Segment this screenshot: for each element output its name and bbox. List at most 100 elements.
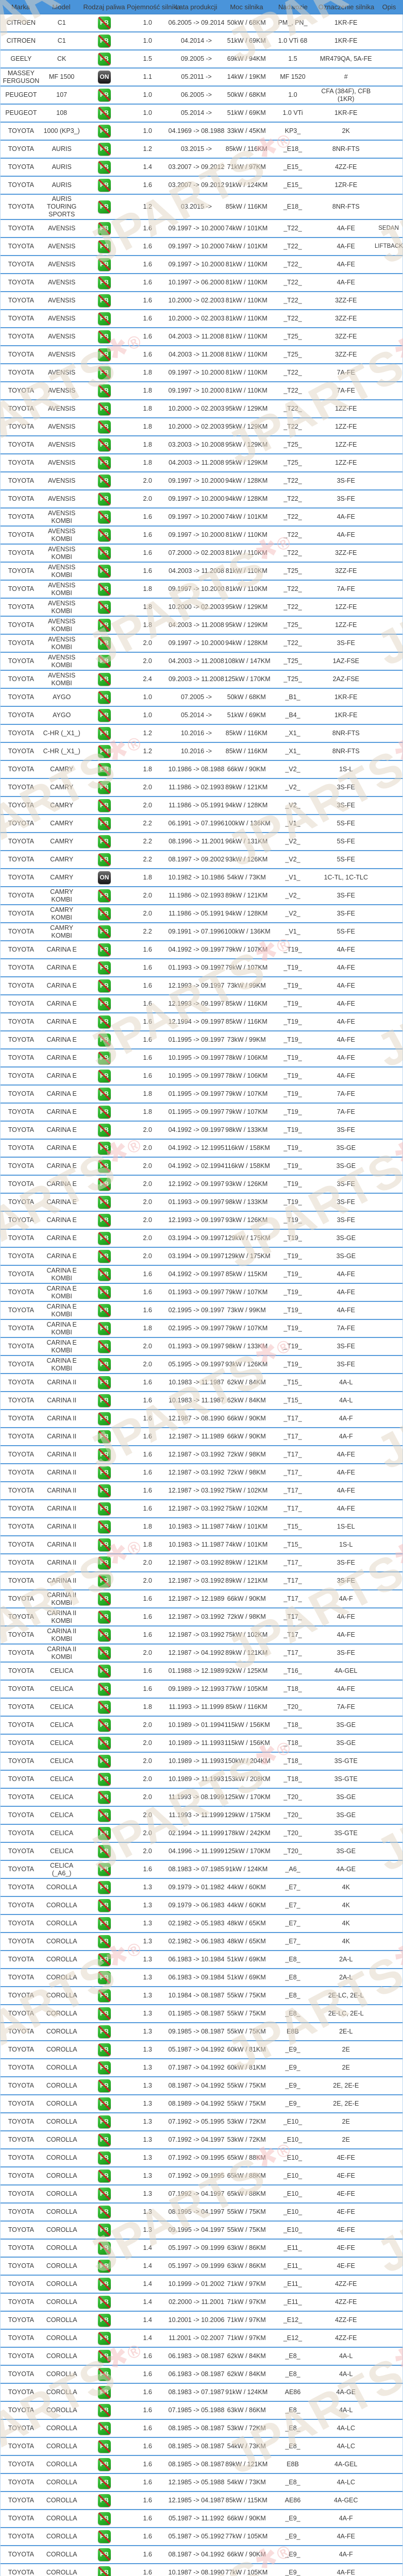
table-row: TOYOTA COROLLA PB 1.3 07.1987 -> 04.1992 60kW… [1,2059,402,2077]
table-row: TOYOTA COROLLA PB 1.3 01.1985 -> 08.1987 55kW… [1,2005,402,2023]
fuel-pb-icon: PB [97,1232,111,1245]
fuel-pb-icon: PB [97,1340,111,1353]
cell-model: CARINA E [46,1000,77,1007]
cell-paliwo: PB [82,511,127,523]
cell-paliwo: PB [82,2061,127,2074]
fuel-pb-icon: PB [97,1106,111,1118]
table-row: TOYOTA COROLLA PB 1.6 12.1985 -> 05.1988 54kW… [1,2474,402,2492]
fuel-pb-icon: PB [97,529,111,541]
fuel-pb-icon: PB [97,384,111,397]
cell-nadwozie: _X1_ [285,730,300,737]
cell-model: CELICA [50,1793,74,1801]
cell-pojemnosc: 2.0 [143,657,152,665]
fuel-pb-icon: PB [97,179,111,192]
fuel-pb-icon: PB [97,2007,111,2020]
fuel-pb-icon: PB [97,2242,111,2255]
cell-marka: TOYOTA [8,1811,34,1819]
cell-nadwozie: _T22_ [283,387,302,394]
cell-marka: TOYOTA [8,1018,35,1025]
cell-nadwozie: _T22_ [283,513,302,520]
cell-silnik: 3S-GTE [334,1775,358,1783]
cell-silnik: 4E-FE [337,2244,355,2251]
cell-model: CELICA [50,1703,74,1710]
cell-moc: 14kW / 19KM [227,73,266,80]
cell-paliwo: PB [82,2458,127,2471]
fuel-pb-icon: PB [97,366,111,379]
cell-model: CARINA E [46,1072,77,1079]
table-row: TOYOTA COROLLA PB 1.6 05.1987 -> 11.1992 66kW… [1,2510,402,2528]
cell-nadwozie: _T19_ [283,1289,302,1296]
cell-moc: 71kW / 97KM [227,2316,266,2324]
cell-marka: TOYOTA [8,1451,35,1458]
cell-nadwozie: _T19_ [283,964,302,971]
table-row: CITROEN C1 PB 1.0 06.2005 -> 09.2014 50kW / 6… [1,14,402,32]
cell-model: COROLLA [46,1956,77,1963]
cell-paliwo: PB [82,1033,127,1046]
fuel-pb-icon: PB [97,2025,111,2038]
cell-silnik: 1ZZ-FE [335,441,357,448]
cell-model: CARINA II [47,1487,77,1494]
cell-pojemnosc: 2.0 [143,1721,152,1728]
cell-model: AVENSIS [48,459,76,466]
cell-lata: 12.1993 -> 09.1997 [168,982,225,989]
cell-paliwo: PB [82,294,127,307]
table-row: TOYOTA AVENSIS PB 1.8 09.1997 -> 10.2000 81kW… [1,382,402,400]
fuel-pb-icon: PB [97,691,111,704]
table-row: TOYOTA CARINA E PB 2.0 04.1992 -> 12.1995 116… [1,1140,402,1158]
cell-marka: MASSEY FERGUSON [3,69,40,84]
cell-marka: TOYOTA [8,1703,35,1710]
cell-silnik: 3S-FE [337,1180,355,1188]
cell-marka: TOYOTA [8,1289,35,1296]
cell-paliwo: PB [82,330,127,343]
cell-pojemnosc: 1.8 [143,369,152,376]
cell-silnik: 3S-GE [336,1162,356,1170]
cell-marka: TOYOTA [8,243,35,250]
cell-pojemnosc: 1.6 [143,279,152,286]
cell-silnik: 3S-FE [337,1559,355,1566]
cell-marka: PEUGEOT [5,109,37,116]
cell-nadwozie: _T19_ [283,1144,302,1151]
cell-silnik: 4K [342,1902,350,1909]
cell-paliwo: PB [82,907,127,920]
cell-silnik: 4A-L [339,2370,353,2378]
cell-model: CAMRY [50,838,74,845]
fuel-pb-icon: PB [97,2440,111,2453]
cell-paliwo: PB [82,1340,127,1353]
table-row: TOYOTA AVENSIS PB 1.8 10.2000 -> 02.2003 95kW… [1,418,402,436]
cell-model: CARINA E [46,1234,77,1242]
fuel-pb-icon: PB [97,673,111,686]
cell-model: AVENSIS [48,387,76,394]
cell-pojemnosc: 1.8 [143,874,152,881]
cell-pojemnosc: 1.6 [143,1433,152,1440]
cell-model: CARINA E KOMBI [46,1320,77,1336]
table-row: TOYOTA AVENSIS KOMBI PB 1.6 09.1997 -> 10.20… [1,527,402,545]
cell-marka: TOYOTA [8,2118,35,2125]
cell-model: AVENSIS KOMBI [48,653,76,669]
cell-paliwo: PB [82,143,127,156]
fuel-pb-icon: PB [97,1773,111,1786]
cell-moc: 73kW / 99KM [227,982,266,989]
cell-paliwo: PB [82,637,127,650]
cell-lata: 05.1987 -> 05.1992 [168,2533,225,2540]
cell-silnik: 3ZZ-FE [335,315,357,322]
table-row: TOYOTA CARINA E PB 2.0 12.1992 -> 09.1997 93k… [1,1176,402,1194]
cell-marka: TOYOTA [8,1739,34,1747]
cell-moc: 81kW / 110KM [225,531,267,538]
cell-moc: 98kW / 133KM [225,1198,268,1206]
fuel-pb-icon: PB [97,1574,111,1587]
cell-paliwo: PB [82,1899,127,1912]
cell-model: C1 [57,19,66,26]
cell-moc: 77kW / 105KM [225,1685,268,1692]
table-row: TOYOTA CELICA PB 2.0 10.1989 -> 11.1993 153kW… [1,1771,402,1789]
cell-lata: 08.1997 -> 09.2002 [168,856,225,863]
cell-model: COROLLA [46,2046,77,2053]
cell-moc: 74kW / 101KM [225,513,268,520]
cell-marka: TOYOTA [8,1505,35,1512]
cell-nadwozie: AE86 [284,2497,301,2504]
cell-silnik: 2E [342,2046,350,2053]
cell-marka: TOYOTA [8,2388,35,2396]
cell-silnik: 2E [342,2118,350,2125]
table-row: TOYOTA CAMRY KOMBI PB 2.0 11.1986 -> 02.1993… [1,887,402,905]
fuel-pb-icon: PB [97,1484,111,1497]
cell-marka: TOYOTA [8,1577,35,1584]
